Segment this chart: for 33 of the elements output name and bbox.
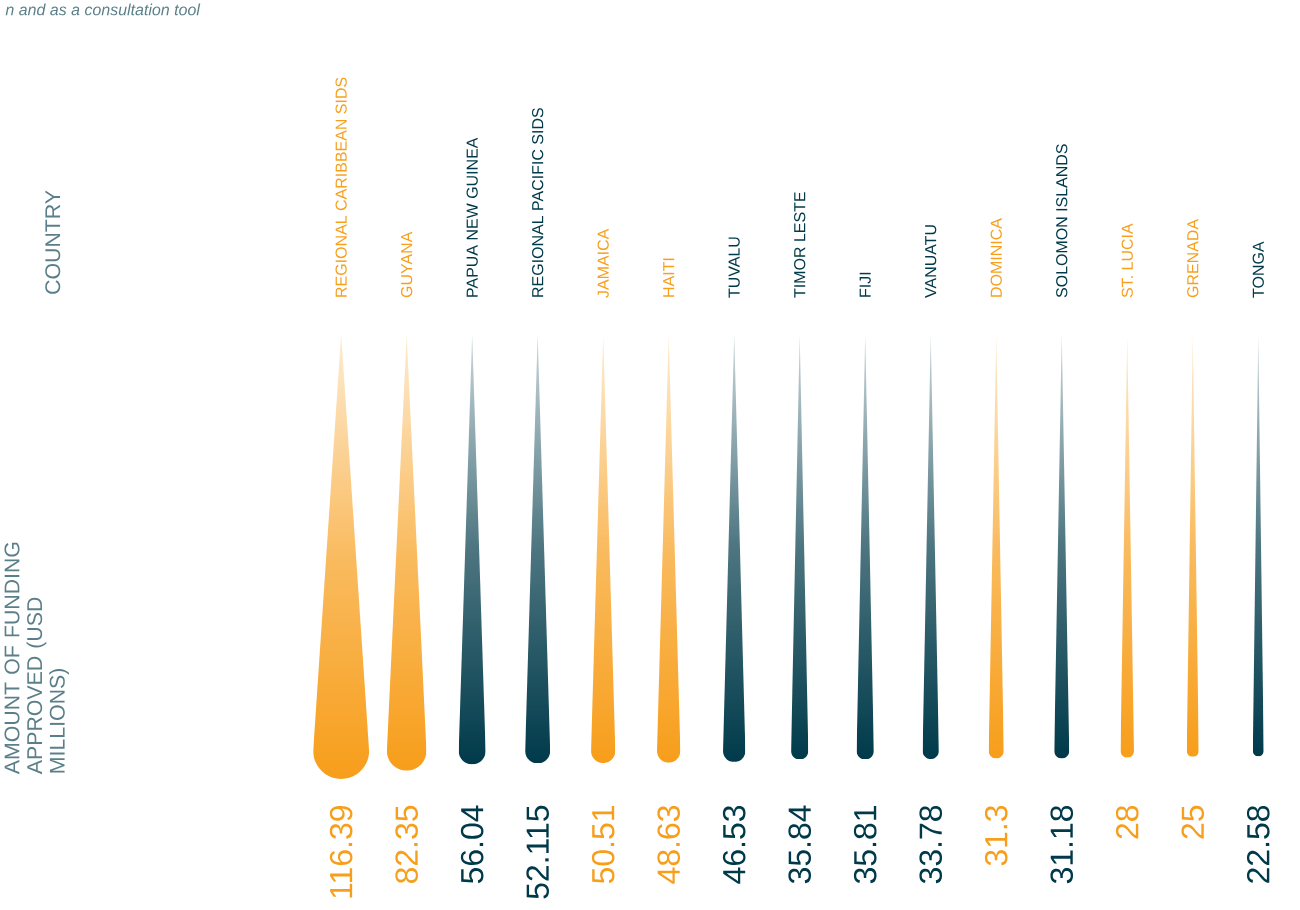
category-label: GRENADA	[1187, 219, 1199, 298]
data-label: 31.18	[1050, 806, 1074, 884]
text: AMOUNT OF FUNDING APPROVED (USD MILLIONS)	[4, 542, 69, 775]
category-label: TUVALU	[728, 237, 740, 298]
category-label: REGIONAL PACIFIC SIDS	[532, 108, 544, 297]
data-label: 28	[1115, 806, 1139, 839]
category-label: REGIONAL CARIBBEAN SIDS	[335, 77, 347, 297]
category-label: TONGA	[1252, 241, 1264, 298]
category-label: PAPUA NEW GUINEA	[466, 137, 478, 297]
data-label: 33.78	[919, 806, 943, 884]
category-label: VANUATU	[925, 225, 937, 299]
category-label: GUYANA	[400, 231, 413, 298]
data-label: 82.35	[395, 805, 418, 884]
category-label: JAMAICA	[597, 228, 609, 298]
data-label: 35.81	[853, 806, 877, 884]
text: n and as a consultation tool	[5, 3, 201, 16]
data-label: 35.84	[788, 805, 812, 884]
data-label: 52.115	[526, 805, 549, 899]
category-label: HAITI	[663, 258, 675, 297]
category-label: TIMOR LESTE	[794, 192, 806, 298]
data-label: 116.39	[329, 806, 353, 898]
category-label: FIJI	[859, 272, 871, 297]
category-label: SOLOMON ISLANDS	[1056, 144, 1068, 298]
data-label: 50.51	[591, 806, 615, 884]
data-label: 48.63	[657, 806, 680, 884]
category-label: DOMINICA	[990, 218, 1002, 297]
text: COUNTRY	[45, 190, 61, 294]
data-label: 56.04	[460, 805, 484, 884]
data-label: 31.3	[984, 806, 1008, 866]
category-label: ST. LUCIA	[1121, 223, 1133, 298]
data-label: 46.53	[722, 806, 746, 884]
data-label: 25	[1181, 805, 1205, 839]
data-label: 22.58	[1246, 806, 1270, 883]
